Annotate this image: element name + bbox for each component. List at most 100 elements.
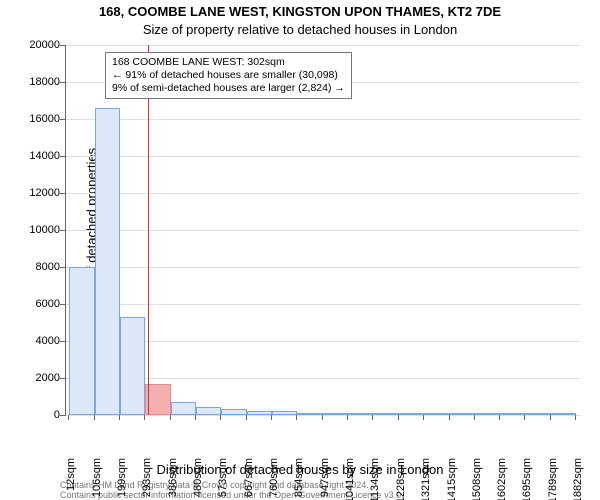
x-tick-label: 12sqm bbox=[65, 458, 77, 500]
histogram-bar bbox=[95, 108, 120, 415]
x-tick-label: 1882sqm bbox=[572, 458, 584, 500]
x-tick-label: 1321sqm bbox=[420, 458, 432, 500]
y-tick-label: 14000 bbox=[10, 150, 60, 162]
x-tick-label: 1041sqm bbox=[344, 458, 356, 500]
x-tick-mark bbox=[575, 415, 576, 420]
x-tick-mark bbox=[347, 415, 348, 420]
y-tick-label: 20000 bbox=[10, 39, 60, 51]
histogram-bar bbox=[348, 413, 373, 415]
histogram-bar bbox=[221, 409, 246, 415]
y-tick-label: 6000 bbox=[10, 298, 60, 310]
x-tick-mark bbox=[372, 415, 373, 420]
x-tick-mark bbox=[423, 415, 424, 420]
x-tick-label: 1695sqm bbox=[521, 458, 533, 500]
x-tick-label: 854sqm bbox=[293, 458, 305, 500]
x-tick-label: 1134sqm bbox=[369, 458, 381, 500]
x-tick-mark bbox=[550, 415, 551, 420]
x-tick-mark bbox=[68, 415, 69, 420]
x-tick-label: 106sqm bbox=[91, 458, 103, 500]
y-tick-label: 12000 bbox=[10, 187, 60, 199]
y-tick-mark bbox=[60, 82, 65, 83]
x-tick-label: 947sqm bbox=[319, 458, 331, 500]
gridline bbox=[66, 415, 581, 416]
plot-area bbox=[65, 45, 581, 416]
y-tick-mark bbox=[60, 119, 65, 120]
legend-line: 168 COOMBE LANE WEST: 302sqm bbox=[112, 56, 345, 69]
x-tick-mark bbox=[296, 415, 297, 420]
reference-line bbox=[148, 45, 149, 415]
chart-subtitle: Size of property relative to detached ho… bbox=[0, 22, 600, 37]
x-tick-label: 1415sqm bbox=[446, 458, 458, 500]
gridline bbox=[66, 193, 581, 194]
histogram-bar bbox=[272, 411, 297, 415]
gridline bbox=[66, 119, 581, 120]
y-tick-mark bbox=[60, 304, 65, 305]
x-tick-label: 1228sqm bbox=[395, 458, 407, 500]
x-tick-mark bbox=[449, 415, 450, 420]
x-tick-mark bbox=[195, 415, 196, 420]
y-tick-mark bbox=[60, 378, 65, 379]
highlight-bar bbox=[145, 384, 170, 415]
x-tick-mark bbox=[271, 415, 272, 420]
y-tick-mark bbox=[60, 415, 65, 416]
gridline bbox=[66, 230, 581, 231]
gridline bbox=[66, 304, 581, 305]
x-tick-label: 386sqm bbox=[167, 458, 179, 500]
histogram-bar bbox=[551, 413, 576, 415]
x-tick-mark bbox=[474, 415, 475, 420]
x-tick-mark bbox=[220, 415, 221, 420]
x-tick-label: 1508sqm bbox=[471, 458, 483, 500]
histogram-bar bbox=[424, 413, 449, 415]
y-tick-mark bbox=[60, 230, 65, 231]
x-tick-mark bbox=[170, 415, 171, 420]
x-tick-mark bbox=[94, 415, 95, 420]
y-tick-mark bbox=[60, 267, 65, 268]
y-tick-mark bbox=[60, 156, 65, 157]
x-tick-label: 1789sqm bbox=[547, 458, 559, 500]
histogram-bar bbox=[247, 411, 272, 415]
y-tick-mark bbox=[60, 341, 65, 342]
x-tick-mark bbox=[246, 415, 247, 420]
legend-line: ← 91% of detached houses are smaller (30… bbox=[112, 69, 345, 82]
chart-title: 168, COOMBE LANE WEST, KINGSTON UPON THA… bbox=[0, 4, 600, 19]
y-tick-label: 4000 bbox=[10, 335, 60, 347]
y-tick-label: 8000 bbox=[10, 261, 60, 273]
y-tick-label: 18000 bbox=[10, 76, 60, 88]
x-tick-mark bbox=[524, 415, 525, 420]
x-tick-label: 293sqm bbox=[141, 458, 153, 500]
y-tick-label: 10000 bbox=[10, 224, 60, 236]
x-tick-mark bbox=[499, 415, 500, 420]
histogram-bar bbox=[450, 413, 475, 415]
y-tick-mark bbox=[60, 45, 65, 46]
histogram-bar bbox=[323, 413, 348, 415]
legend-line: 9% of semi-detached houses are larger (2… bbox=[112, 82, 345, 95]
histogram-bar bbox=[120, 317, 145, 415]
chart-container: { "title_main": "168, COOMBE LANE WEST, … bbox=[0, 0, 600, 500]
y-tick-label: 0 bbox=[10, 409, 60, 421]
histogram-bar bbox=[196, 407, 221, 415]
y-tick-label: 16000 bbox=[10, 113, 60, 125]
x-tick-label: 199sqm bbox=[116, 458, 128, 500]
gridline bbox=[66, 267, 581, 268]
y-tick-label: 2000 bbox=[10, 372, 60, 384]
x-tick-label: 573sqm bbox=[217, 458, 229, 500]
x-tick-label: 667sqm bbox=[243, 458, 255, 500]
x-tick-label: 480sqm bbox=[192, 458, 204, 500]
gridline bbox=[66, 156, 581, 157]
histogram-bar bbox=[399, 413, 424, 415]
x-tick-mark bbox=[322, 415, 323, 420]
y-tick-mark bbox=[60, 193, 65, 194]
x-tick-mark bbox=[119, 415, 120, 420]
x-tick-label: 760sqm bbox=[268, 458, 280, 500]
histogram-bar bbox=[171, 402, 196, 415]
histogram-bar bbox=[297, 413, 322, 415]
legend-box: 168 COOMBE LANE WEST: 302sqm← 91% of det… bbox=[105, 52, 352, 99]
histogram-bar bbox=[373, 413, 398, 415]
x-tick-label: 1602sqm bbox=[496, 458, 508, 500]
x-tick-mark bbox=[144, 415, 145, 420]
histogram-bar bbox=[475, 413, 500, 415]
histogram-bar bbox=[525, 413, 550, 415]
gridline bbox=[66, 45, 581, 46]
histogram-bar bbox=[69, 267, 94, 415]
histogram-bar bbox=[500, 413, 525, 415]
